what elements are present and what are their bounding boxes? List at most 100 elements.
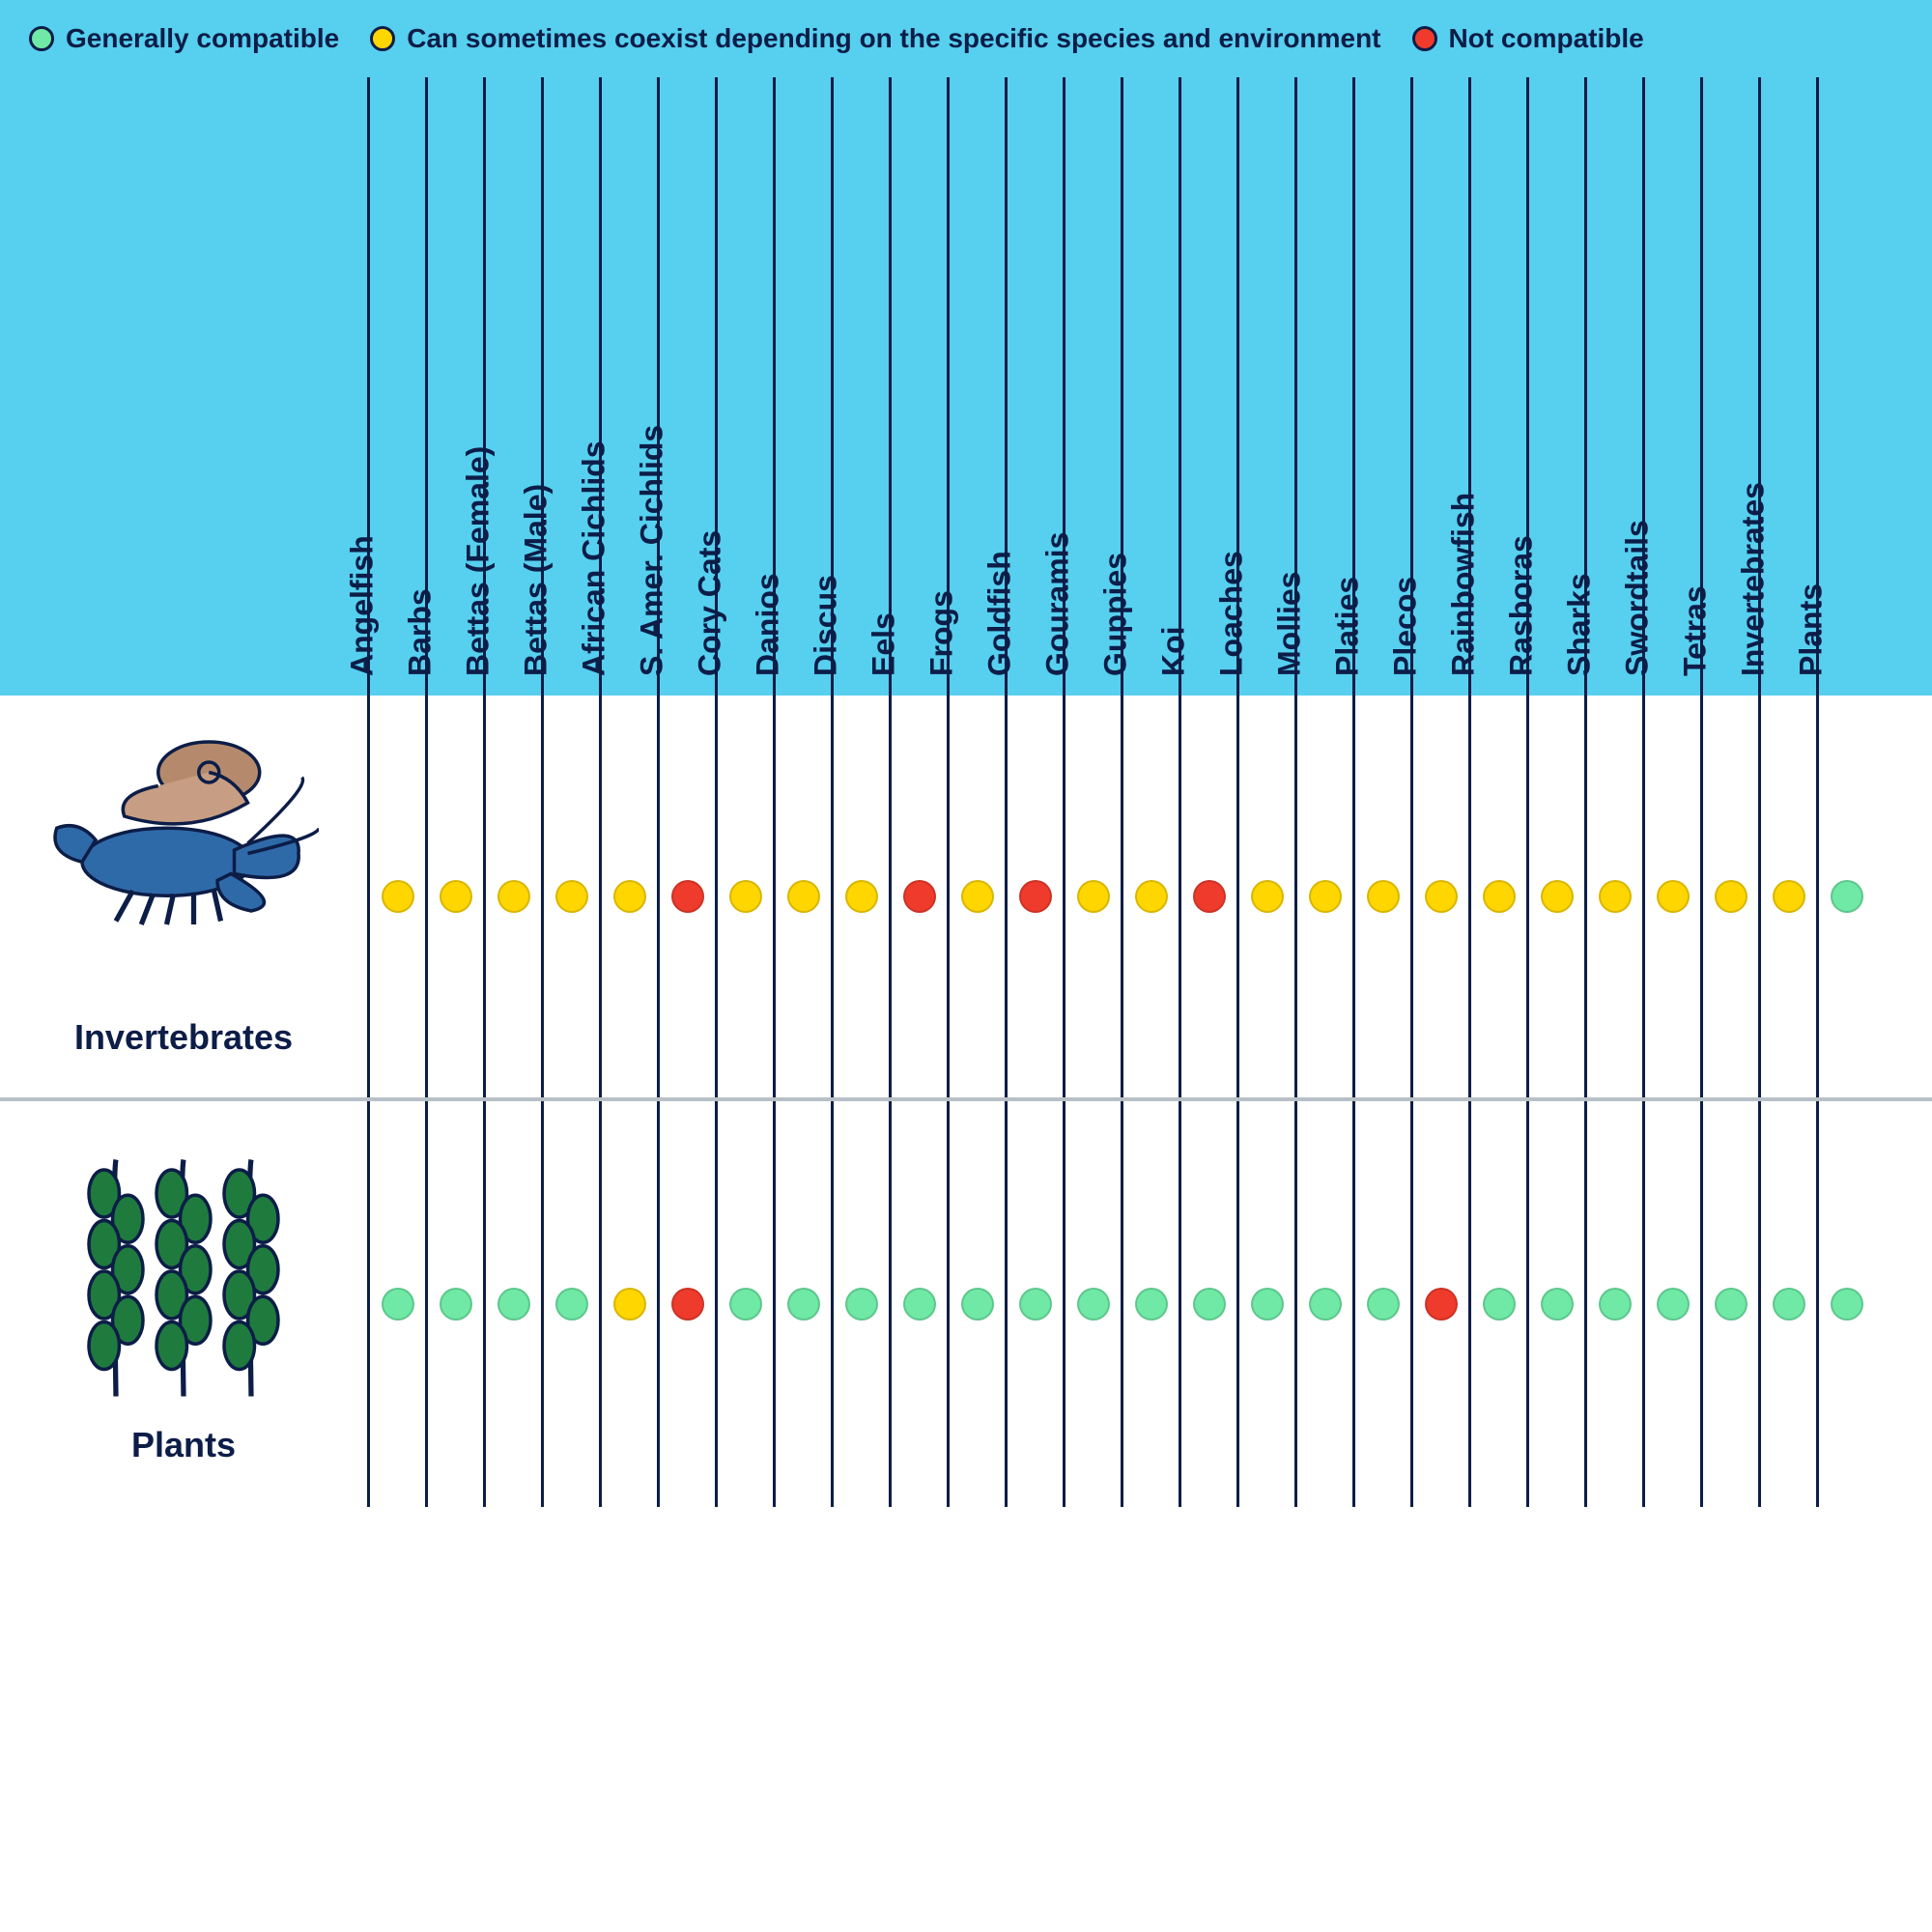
compatibility-cell <box>1063 696 1121 1097</box>
compatibility-dot <box>1715 880 1747 913</box>
compatibility-dot <box>1135 880 1168 913</box>
compatibility-dot <box>497 880 530 913</box>
compatibility-cell <box>1758 696 1816 1097</box>
compatibility-dot <box>1367 880 1400 913</box>
compatibility-dot <box>1367 1288 1400 1321</box>
compatibility-cell <box>1294 1101 1352 1507</box>
legend: Generally compatible Can sometimes coexis… <box>0 0 1932 77</box>
compatibility-dot <box>845 1288 878 1321</box>
compatibility-cell <box>1236 696 1294 1097</box>
compatibility-dot <box>440 1288 472 1321</box>
compatibility-dot <box>1309 880 1342 913</box>
compatibility-cell <box>1816 1101 1874 1507</box>
compatibility-dot <box>497 1288 530 1321</box>
compatibility-cell <box>1468 696 1526 1097</box>
plants-icon <box>48 1143 319 1413</box>
compatibility-dot <box>613 1288 646 1321</box>
compatibility-dot <box>1831 880 1863 913</box>
compatibility-cell <box>367 1101 425 1507</box>
compatibility-dot <box>1019 1288 1052 1321</box>
column-header-label: Discus <box>808 575 843 676</box>
column-header-label: Goldfish <box>981 551 1017 676</box>
legend-label: Can sometimes coexist depending on the s… <box>407 23 1380 54</box>
compatibility-dot <box>845 880 878 913</box>
compatibility-dot <box>1251 880 1284 913</box>
compatibility-cell <box>1410 696 1468 1097</box>
compatibility-dot <box>555 1288 588 1321</box>
compatibility-cell <box>367 696 425 1097</box>
compatibility-cell <box>1700 696 1758 1097</box>
compatibility-cell <box>425 1101 483 1507</box>
column-header-label: Barbs <box>402 588 438 676</box>
column-header-label: Mollies <box>1271 572 1307 676</box>
compatibility-cell <box>599 1101 657 1507</box>
compatibility-dot <box>1193 1288 1226 1321</box>
compatibility-dot <box>1193 880 1226 913</box>
compatibility-dot <box>440 880 472 913</box>
compatibility-dot <box>1483 1288 1516 1321</box>
compatibility-dot <box>1019 880 1052 913</box>
compatibility-cell <box>1005 1101 1063 1507</box>
compatibility-dot <box>1773 880 1805 913</box>
compatibility-cell <box>889 1101 947 1507</box>
compatibility-cell <box>483 696 541 1097</box>
compatibility-cell <box>715 696 773 1097</box>
row-name: Invertebrates <box>74 1017 293 1058</box>
compatibility-dot <box>382 1288 414 1321</box>
compatibility-cell <box>947 1101 1005 1507</box>
column-header-label: Rasboras <box>1503 535 1539 676</box>
compatibility-cell <box>1121 1101 1179 1507</box>
compatibility-cell <box>773 1101 831 1507</box>
compatibility-dot <box>1251 1288 1284 1321</box>
column-header-label: Eels <box>866 612 901 676</box>
compatibility-dot <box>1831 1288 1863 1321</box>
compatibility-cell <box>1410 1101 1468 1507</box>
row-label: Plants <box>0 1101 367 1507</box>
row-name: Plants <box>131 1425 236 1465</box>
compatibility-dot <box>961 1288 994 1321</box>
legend-item: Can sometimes coexist depending on the s… <box>370 23 1380 54</box>
invertebrates-icon <box>48 735 319 1006</box>
compatibility-cell <box>1758 1101 1816 1507</box>
compatibility-cell <box>425 696 483 1097</box>
compatibility-dot <box>729 880 762 913</box>
compatibility-cell <box>1642 696 1700 1097</box>
column-header-label: Plants <box>1793 583 1829 676</box>
compatibility-cell <box>1063 1101 1121 1507</box>
compatibility-dot <box>1425 1288 1458 1321</box>
column-header-label: Danios <box>750 573 785 676</box>
row-label: Invertebrates <box>0 696 367 1097</box>
column-header-label: Guppies <box>1097 553 1133 676</box>
compatibility-dot <box>729 1288 762 1321</box>
compatibility-cell <box>657 1101 715 1507</box>
column-header-label: Platies <box>1329 577 1365 676</box>
compatibility-dot <box>671 880 704 913</box>
compatibility-cell <box>889 696 947 1097</box>
column-header-label: Tetras <box>1677 585 1713 676</box>
chart-body: Invertebrates Plants <box>0 696 1932 1507</box>
column-header-label: Invertebrates <box>1735 482 1771 676</box>
legend-item: Generally compatible <box>29 23 339 54</box>
header-spacer <box>0 77 367 696</box>
compatibility-dot <box>1135 1288 1168 1321</box>
compatibility-dot <box>613 880 646 913</box>
compatibility-dot <box>1077 1288 1110 1321</box>
compatibility-cell <box>1179 1101 1236 1507</box>
compatibility-cell <box>1236 1101 1294 1507</box>
row-cells <box>367 696 1932 1097</box>
column-header-label: Angelfish <box>344 535 380 676</box>
compatibility-cell <box>1468 1101 1526 1507</box>
legend-item: Not compatible <box>1412 23 1644 54</box>
compatibility-dot <box>903 1288 936 1321</box>
compatibility-cell <box>1816 696 1874 1097</box>
compatibility-dot <box>1599 880 1632 913</box>
compatibility-dot <box>671 1288 704 1321</box>
compatibility-cell <box>1700 1101 1758 1507</box>
legend-dot <box>29 26 54 51</box>
compatibility-cell <box>715 1101 773 1507</box>
compatibility-cell <box>541 1101 599 1507</box>
compatibility-dot <box>1077 880 1110 913</box>
compatibility-cell <box>1584 696 1642 1097</box>
legend-label: Generally compatible <box>66 23 339 54</box>
column-header-label: Koi <box>1155 626 1191 676</box>
